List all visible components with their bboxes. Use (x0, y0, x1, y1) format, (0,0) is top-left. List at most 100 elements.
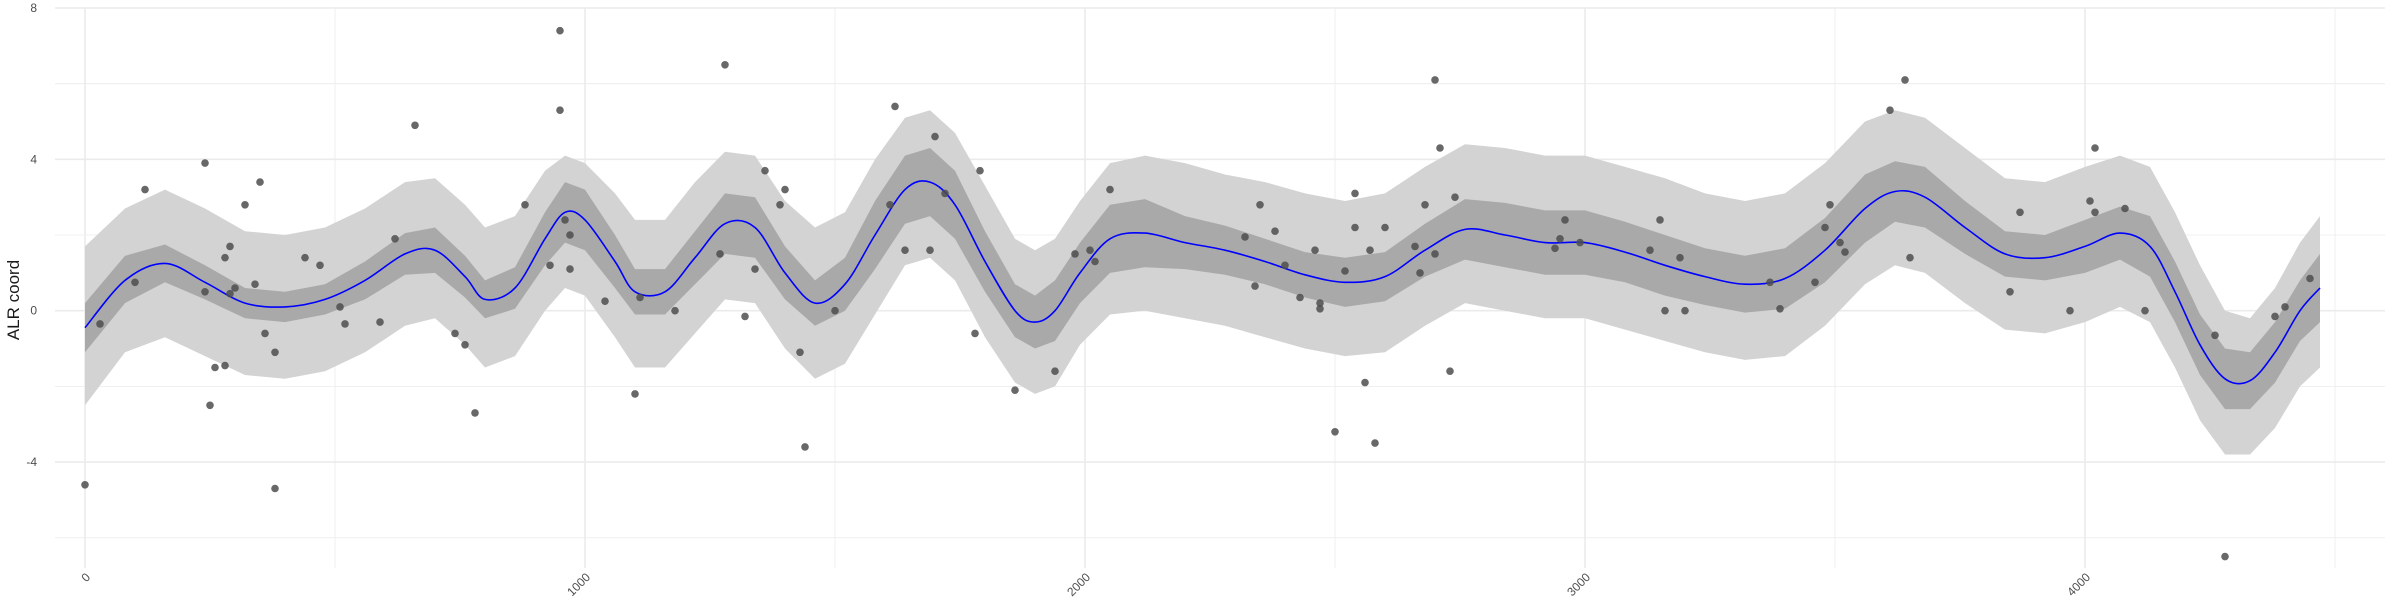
data-point (1071, 250, 1079, 258)
data-point (556, 26, 564, 35)
data-point (901, 246, 909, 254)
data-point (2211, 331, 2219, 340)
data-point (891, 102, 899, 111)
data-point (451, 329, 459, 338)
data-point (376, 318, 384, 326)
data-point (226, 242, 234, 251)
x-tick-label: 1000 (564, 570, 593, 599)
data-point (1556, 235, 1564, 243)
data-point (341, 320, 349, 328)
data-point (941, 189, 949, 198)
data-point (336, 303, 344, 311)
data-point (1431, 76, 1439, 84)
data-point (1821, 223, 1829, 232)
data-point (1051, 367, 1059, 376)
data-point (221, 361, 229, 370)
data-point (2086, 197, 2094, 205)
data-point (1316, 299, 1324, 307)
data-point (931, 132, 939, 141)
data-point (391, 235, 399, 243)
data-point (561, 216, 569, 224)
y-tick-label: 0 (30, 304, 37, 318)
data-point (1431, 250, 1439, 258)
data-point (1446, 367, 1454, 376)
data-point (1436, 144, 1444, 152)
data-point (1576, 238, 1584, 247)
data-point (631, 390, 639, 398)
data-point (271, 484, 279, 493)
data-point (1676, 253, 1684, 262)
data-point (2141, 306, 2149, 315)
data-point (201, 159, 209, 167)
confidence-bands (85, 110, 2320, 455)
data-point (1451, 193, 1459, 201)
data-point (1341, 267, 1349, 275)
data-point (241, 201, 249, 209)
data-point (1366, 246, 1374, 254)
prediction-band (85, 110, 2320, 455)
data-point (671, 306, 679, 315)
data-point (1646, 246, 1654, 254)
data-point (1371, 439, 1379, 447)
data-point (2281, 303, 2289, 311)
x-tick-label: 3000 (1564, 570, 1593, 599)
data-point (1836, 238, 1844, 247)
data-point (251, 280, 259, 289)
data-point (831, 306, 839, 315)
data-point (556, 106, 564, 114)
data-point (131, 278, 139, 287)
data-point (301, 253, 309, 262)
data-point (141, 185, 149, 194)
data-point (971, 329, 979, 338)
data-point (1281, 261, 1289, 270)
data-point (2306, 274, 2314, 283)
data-point (471, 409, 479, 417)
data-point (1271, 227, 1279, 235)
data-point (1011, 386, 1019, 395)
data-point (2016, 208, 2024, 217)
data-point (781, 185, 789, 194)
data-point (776, 201, 784, 209)
data-point (1416, 269, 1424, 277)
data-point (1256, 201, 1264, 209)
data-point (2066, 306, 2074, 315)
data-point (1766, 278, 1774, 287)
data-point (1421, 201, 1429, 209)
data-point (81, 481, 89, 489)
data-points (81, 26, 2314, 561)
data-point (271, 348, 279, 357)
data-point (1351, 189, 1359, 198)
data-point (1826, 201, 1834, 209)
data-point (316, 261, 324, 270)
data-point (226, 289, 234, 298)
data-point (1316, 305, 1324, 313)
x-axis-ticks: 0 1000 2000 3000 4000 (78, 570, 2093, 599)
data-point (1411, 242, 1419, 251)
data-point (1776, 305, 1784, 313)
data-point (796, 348, 804, 357)
data-point (1886, 106, 1894, 114)
data-point (1351, 223, 1359, 232)
data-point (1661, 306, 1669, 315)
data-point (461, 341, 469, 349)
data-point (716, 250, 724, 258)
data-point (1681, 306, 1689, 315)
data-point (1561, 216, 1569, 224)
data-point (1361, 378, 1369, 387)
data-point (801, 443, 809, 451)
data-point (761, 166, 769, 175)
data-point (201, 288, 209, 296)
data-point (721, 61, 729, 69)
data-point (1551, 244, 1559, 253)
x-tick-label: 2000 (1064, 570, 1093, 599)
data-point (256, 178, 264, 186)
data-point (206, 401, 214, 410)
data-point (1106, 185, 1114, 194)
data-point (546, 261, 554, 270)
data-point (1091, 257, 1099, 266)
data-point (1901, 76, 1909, 84)
data-point (1086, 246, 1094, 254)
data-point (1296, 293, 1304, 302)
data-point (976, 166, 984, 175)
